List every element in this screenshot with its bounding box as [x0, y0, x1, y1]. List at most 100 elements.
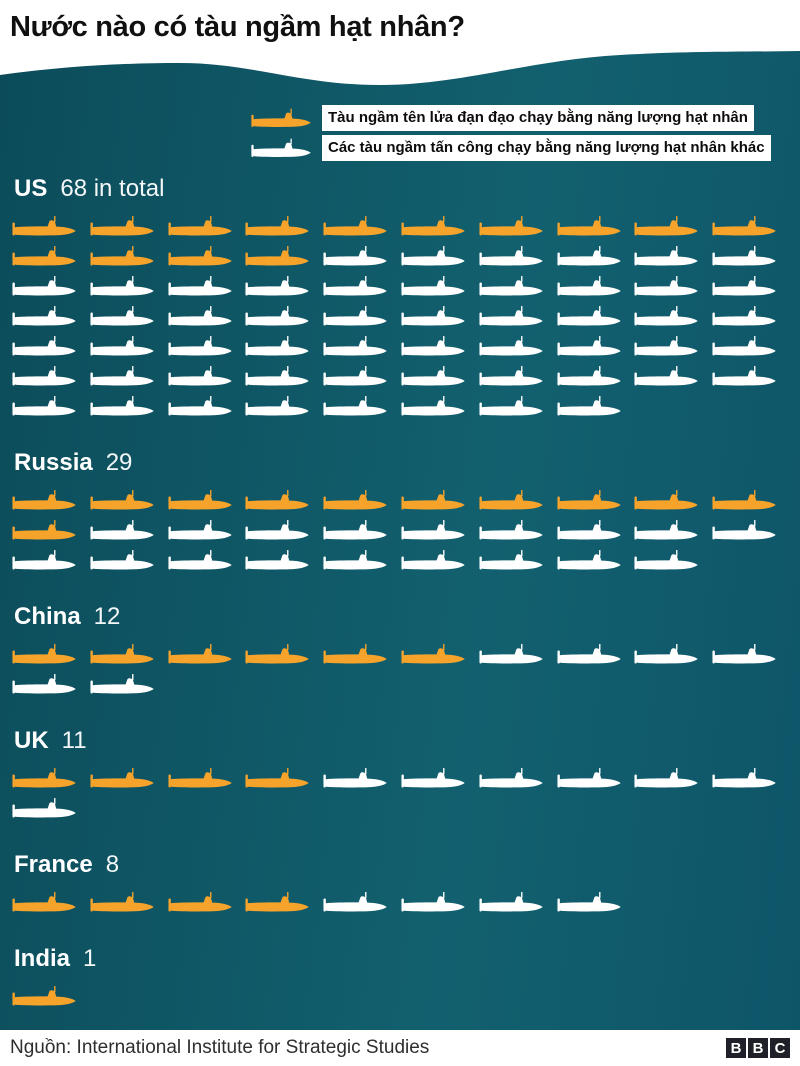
submarine-cell — [633, 271, 711, 301]
submarine-attack-icon — [323, 275, 387, 295]
submarine-ballistic-icon — [323, 643, 387, 663]
submarine-attack-icon — [557, 643, 621, 663]
submarine-attack-icon — [634, 275, 699, 295]
submarine-cell — [711, 639, 789, 669]
submarine-attack-icon — [323, 245, 387, 265]
submarine-cell — [633, 361, 711, 391]
submarine-ballistic-icon — [12, 245, 76, 265]
submarine-cell — [89, 887, 167, 917]
submarine-cell — [556, 361, 634, 391]
country-count: 11 — [61, 727, 87, 754]
submarine-ballistic-icon — [12, 767, 76, 787]
submarine-cell — [556, 887, 634, 917]
submarine-cell — [244, 887, 322, 917]
submarine-cell — [89, 391, 167, 421]
submarine-cell — [633, 301, 711, 331]
submarine-attack-icon — [557, 245, 621, 265]
submarine-cell — [244, 361, 322, 391]
submarine-cell — [478, 301, 556, 331]
submarine-cell — [322, 391, 400, 421]
submarine-attack-icon — [401, 275, 465, 295]
submarine-ballistic-icon — [168, 489, 232, 509]
submarine-attack-icon — [90, 275, 154, 295]
submarine-cell — [478, 211, 556, 241]
submarine-cell — [244, 515, 322, 545]
submarine-cell — [89, 515, 167, 545]
submarine-ballistic-icon — [12, 519, 76, 539]
country-section-india: India 1 — [11, 945, 789, 1011]
submarine-ballistic-icon — [90, 891, 154, 911]
submarine-cell — [167, 331, 245, 361]
wave-divider — [0, 48, 800, 85]
country-count: 8 — [105, 851, 120, 878]
submarine-cell — [322, 301, 400, 331]
submarine-attack-icon — [168, 549, 232, 569]
submarine-cell — [633, 515, 711, 545]
submarine-attack-icon — [401, 305, 465, 325]
submarine-ballistic-icon — [245, 767, 310, 787]
submarine-cell — [167, 887, 245, 917]
submarine-cell — [556, 391, 634, 421]
submarine-attack-icon — [90, 549, 154, 569]
country-name: China — [14, 603, 81, 630]
submarine-attack-icon — [634, 305, 699, 325]
submarine-attack-icon — [557, 519, 621, 539]
submarine-attack-icon — [479, 891, 543, 911]
submarine-attack-icon — [90, 673, 154, 693]
submarine-cell — [478, 545, 556, 575]
submarine-ballistic-icon — [12, 643, 76, 663]
submarine-attack-icon — [12, 305, 76, 325]
submarine-cell — [478, 361, 556, 391]
submarine-cell — [322, 887, 400, 917]
submarine-cell — [322, 763, 400, 793]
country-name: UK — [14, 727, 49, 754]
submarine-cell — [556, 485, 634, 515]
submarine-attack-icon — [168, 365, 232, 385]
submarine-ballistic-icon — [557, 489, 621, 509]
legend-item-attack: Các tàu ngầm tấn công chạy bằng năng lượ… — [250, 135, 800, 161]
submarine-ballistic-icon — [401, 643, 465, 663]
submarine-cell — [322, 361, 400, 391]
submarine-attack-icon — [168, 335, 232, 355]
submarine-grid — [11, 763, 789, 823]
submarine-cell — [244, 763, 322, 793]
country-label: UK 11 — [14, 727, 789, 755]
submarine-attack-icon — [479, 335, 543, 355]
bbc-logo-letter: B — [726, 1038, 746, 1058]
submarine-cell — [556, 241, 634, 271]
submarine-cell — [89, 669, 167, 699]
submarine-cell — [322, 331, 400, 361]
submarine-attack-icon — [557, 275, 621, 295]
submarine-cell — [556, 301, 634, 331]
submarine-grid — [11, 639, 789, 699]
submarine-attack-icon — [12, 275, 76, 295]
submarine-attack-icon — [90, 519, 154, 539]
source-text: Nguồn: International Institute for Strat… — [10, 1037, 430, 1058]
submarine-ballistic-icon — [479, 215, 543, 235]
submarine-attack-icon — [557, 305, 621, 325]
submarine-ballistic-icon — [245, 643, 310, 663]
submarine-attack-icon — [90, 305, 154, 325]
submarine-cell — [11, 763, 89, 793]
submarine-cell — [89, 241, 167, 271]
submarine-attack-icon — [557, 767, 621, 787]
submarine-cell — [167, 271, 245, 301]
submarine-attack-icon — [479, 519, 543, 539]
submarine-attack-icon — [323, 519, 387, 539]
submarine-cell — [400, 763, 478, 793]
submarine-cell — [478, 391, 556, 421]
submarine-cell — [633, 639, 711, 669]
submarine-cell — [167, 241, 245, 271]
submarine-cell — [167, 485, 245, 515]
submarine-ballistic-icon — [250, 108, 322, 129]
submarine-ballistic-icon — [557, 215, 621, 235]
submarine-ballistic-icon — [323, 489, 387, 509]
submarine-attack-icon — [712, 305, 776, 325]
submarine-ballistic-icon — [12, 215, 76, 235]
submarine-attack-icon — [323, 891, 387, 911]
submarine-attack-icon — [401, 335, 465, 355]
submarine-ballistic-icon — [634, 489, 699, 509]
submarine-cell — [11, 271, 89, 301]
submarine-cell — [11, 981, 89, 1011]
submarine-attack-icon — [557, 335, 621, 355]
